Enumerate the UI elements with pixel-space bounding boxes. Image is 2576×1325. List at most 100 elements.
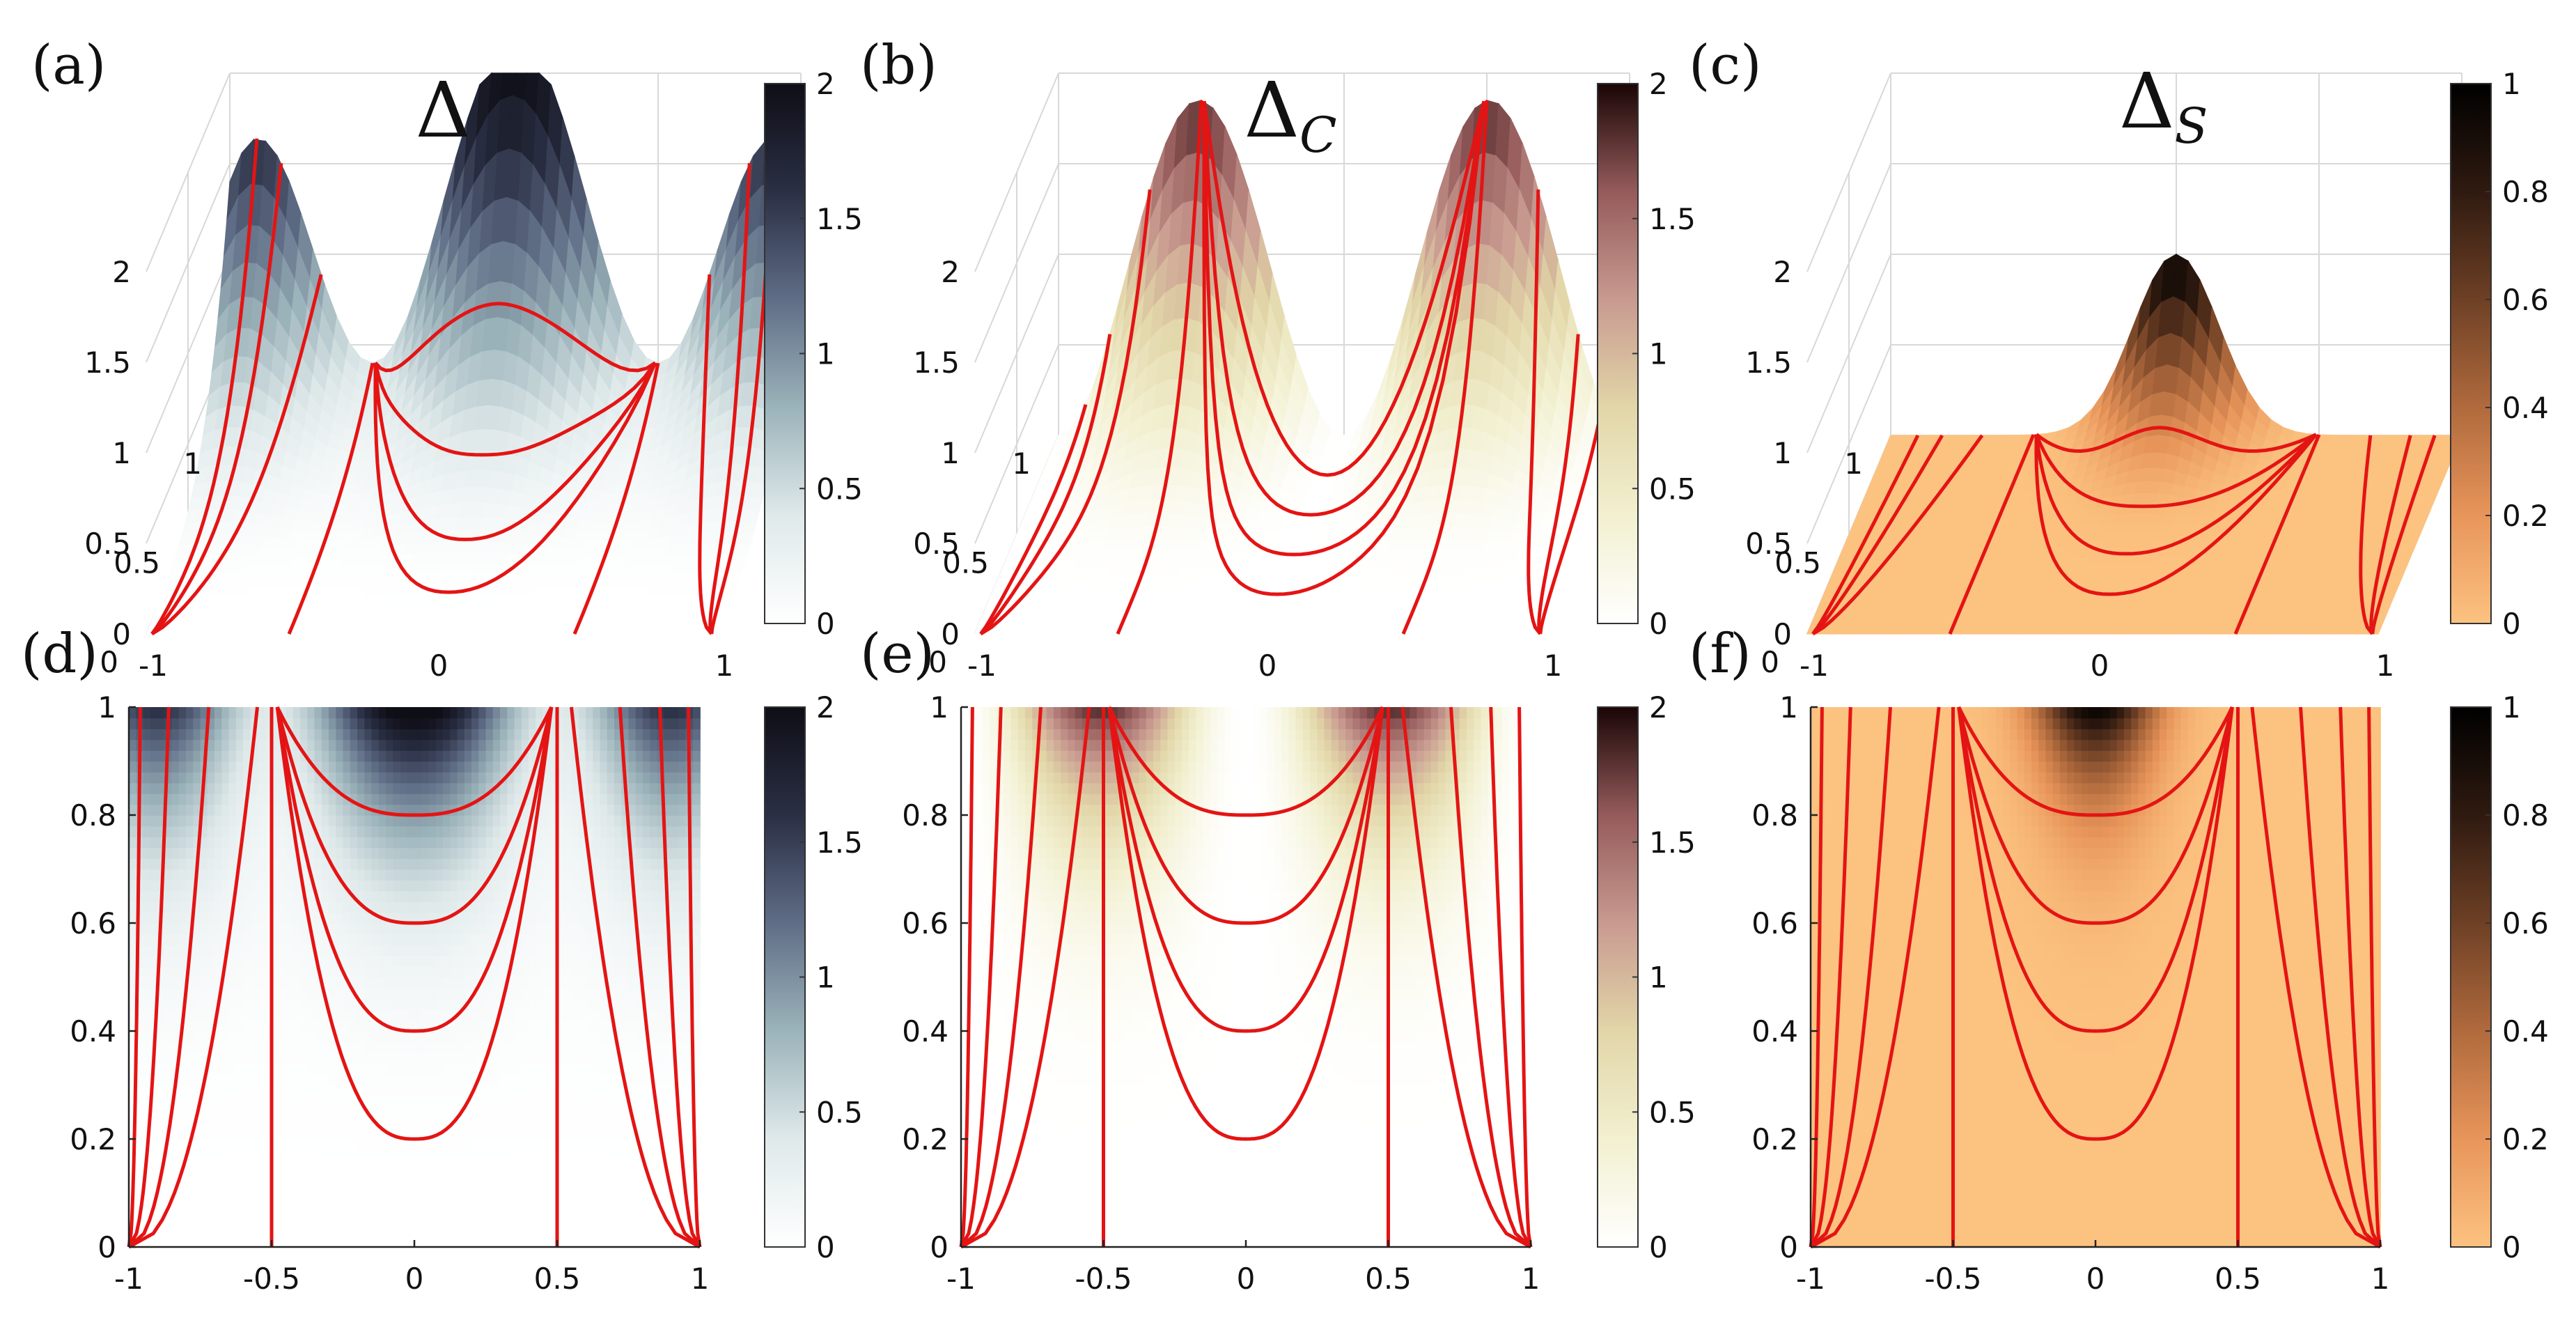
heatmap-cell xyxy=(485,1214,494,1226)
heatmap-cell xyxy=(500,1204,508,1216)
heatmap-cell xyxy=(235,1149,244,1161)
heatmap-cell xyxy=(400,1161,408,1172)
surface-patch xyxy=(1578,519,1595,528)
heatmap-cell xyxy=(407,1225,415,1237)
heatmap-cell xyxy=(393,1182,401,1194)
heatmap-cell xyxy=(586,1161,594,1172)
heatmap-cell xyxy=(529,1193,537,1204)
heatmap-cell xyxy=(507,1204,515,1216)
heatmap-cell xyxy=(521,1161,529,1172)
heatmap-cell xyxy=(343,1193,351,1204)
heatmap-cell xyxy=(207,1193,215,1204)
heatmap-cell xyxy=(300,1182,309,1194)
heatmap-cell xyxy=(321,1236,329,1248)
heatmap-cell xyxy=(193,1225,201,1237)
y-tick-label: 0.5 xyxy=(942,546,989,580)
heatmap-cell xyxy=(571,1171,579,1183)
heatmap-cell xyxy=(564,1182,572,1194)
heatmap-cell xyxy=(257,1171,265,1183)
heatmap-cell xyxy=(257,1204,265,1216)
heatmap-cell xyxy=(321,1161,329,1172)
heatmap-cell xyxy=(336,1161,344,1172)
heatmap-cell xyxy=(171,1161,180,1172)
heatmap-cell xyxy=(521,1171,529,1183)
heatmap-cell xyxy=(621,1161,630,1172)
heatmap-cell xyxy=(207,1139,215,1151)
heatmap-cell xyxy=(628,1236,637,1248)
heatmap-cell xyxy=(357,1225,366,1237)
heatmap-cell xyxy=(414,1182,423,1194)
heatmap-cell xyxy=(600,1236,608,1248)
heatmap-cell xyxy=(364,1236,373,1248)
heatmap-cell xyxy=(521,1214,529,1226)
heatmap-cell xyxy=(228,1236,237,1248)
heatmap-cell xyxy=(414,1149,423,1161)
heatmap-cell xyxy=(214,1236,223,1248)
heatmap-cells xyxy=(129,707,701,1248)
heatmap-cell xyxy=(171,1149,180,1161)
heatmap-cell xyxy=(635,1171,643,1183)
heatmap-cell xyxy=(614,1204,623,1216)
heatmap-cell xyxy=(150,1236,158,1248)
heatmap-cell xyxy=(235,1204,244,1216)
heatmap-cell xyxy=(542,1193,551,1204)
heatmap-cell xyxy=(628,1149,637,1161)
heatmap-cell xyxy=(207,1236,215,1248)
heatmap-cell xyxy=(350,1204,358,1216)
heatmap-cell xyxy=(443,1214,451,1226)
heatmap-cell xyxy=(364,1182,373,1194)
heatmap-cell xyxy=(600,1225,608,1237)
heatmap-cell xyxy=(314,1139,322,1151)
heatmap-cell xyxy=(150,1171,158,1183)
heatmap-cell xyxy=(607,1236,615,1248)
heatmap-cell xyxy=(628,1161,637,1172)
heatmap-cell xyxy=(578,1171,586,1183)
y-tick-label: 0.5 xyxy=(1774,546,1821,580)
x-tick-label: -1 xyxy=(1800,649,1829,683)
colorbar-bar xyxy=(1597,83,1639,624)
heatmap-cell xyxy=(300,1225,309,1237)
heatmap-cell xyxy=(542,1204,551,1216)
heatmap-cell xyxy=(292,1193,301,1204)
heatmap-cell xyxy=(529,1171,537,1183)
heatmap-cell xyxy=(393,1236,401,1248)
heatmap-cell xyxy=(221,1149,230,1161)
z-tick-label: 1.5 xyxy=(1745,346,1792,380)
heatmap-cell xyxy=(578,1225,586,1237)
heatmap-cell xyxy=(207,1182,215,1194)
heatmap-cell xyxy=(186,1161,194,1172)
heatmap-cell xyxy=(536,1161,544,1172)
heatmap-cell xyxy=(136,1171,144,1183)
heatmap-cell xyxy=(336,1214,344,1226)
surface-patch xyxy=(2389,569,2406,578)
heatmap-cell xyxy=(586,1225,594,1237)
heatmap-cell xyxy=(257,1225,265,1237)
heatmap-cell xyxy=(193,1214,201,1226)
heatmap-cell xyxy=(428,1139,437,1151)
heatmap-cell xyxy=(571,1214,579,1226)
heatmap-cell xyxy=(492,1149,501,1161)
heatmap-cell xyxy=(492,1236,501,1248)
heatmap-cell xyxy=(371,1171,380,1183)
heatmap-cell xyxy=(407,1161,415,1172)
heatmap-cell xyxy=(243,1225,251,1237)
heatmap-cell xyxy=(500,1193,508,1204)
heatmap-cell xyxy=(350,1193,358,1204)
heatmap-cell xyxy=(386,1204,394,1216)
heatmap-cell xyxy=(214,1161,223,1172)
heatmap-cell xyxy=(421,1171,430,1183)
heatmap-cell xyxy=(621,1182,630,1194)
heatmap-cell xyxy=(521,1225,529,1237)
heatmap-cell xyxy=(321,1149,329,1161)
heatmap-cell xyxy=(478,1171,487,1183)
heatmap-cell xyxy=(443,1193,451,1204)
heatmap-cell xyxy=(386,1149,394,1161)
heatmap-cell xyxy=(607,1204,615,1216)
heatmap-cell xyxy=(450,1149,458,1161)
heatmap-cell xyxy=(371,1182,380,1194)
heatmap-cell xyxy=(207,1214,215,1226)
heatmap-cell xyxy=(514,1161,522,1172)
heatmap-cell xyxy=(228,1139,237,1151)
heatmap-cell xyxy=(450,1236,458,1248)
heatmap-cell xyxy=(628,1193,637,1204)
